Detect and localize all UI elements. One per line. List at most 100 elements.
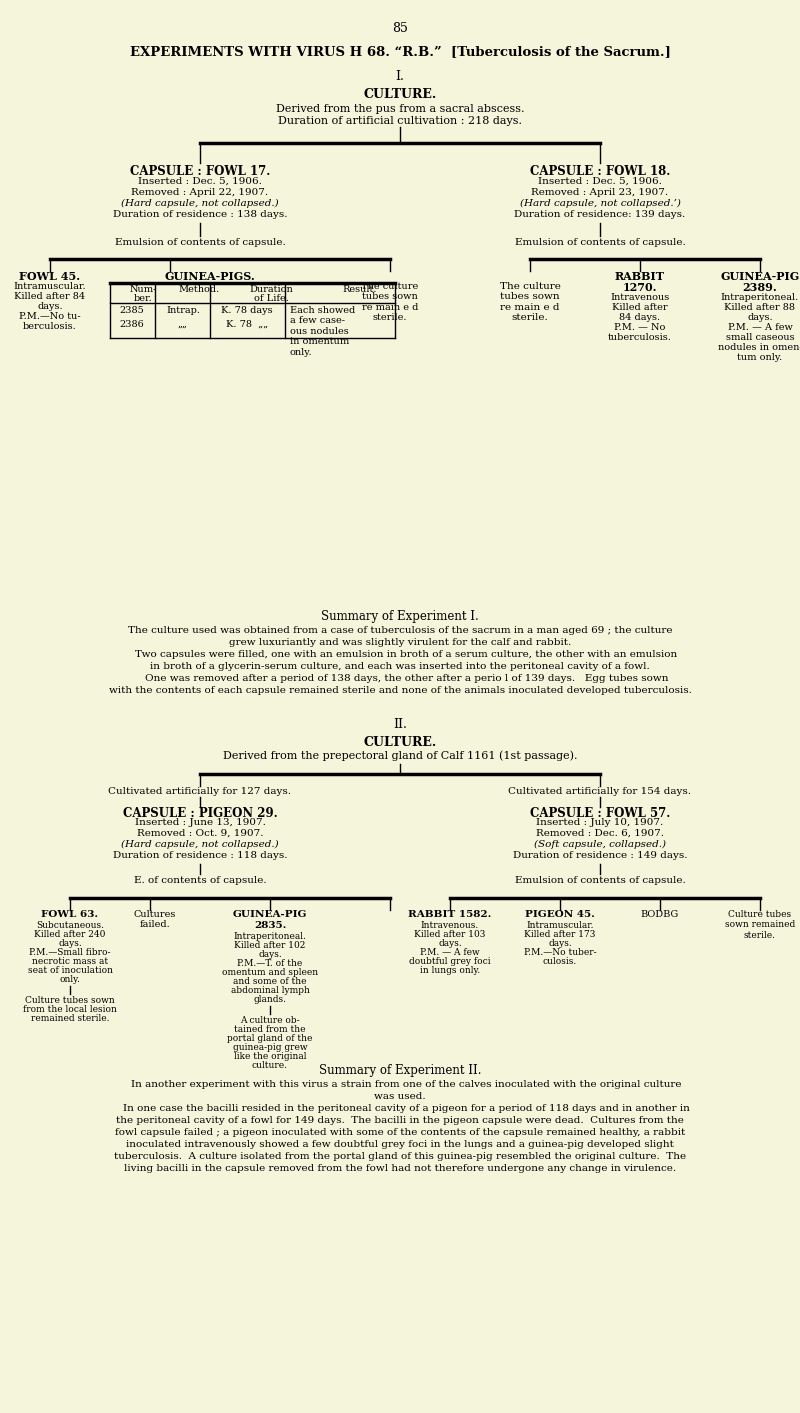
Text: 2385: 2385 xyxy=(120,307,144,315)
Text: was used.: was used. xyxy=(374,1092,426,1101)
Text: tuberculosis.: tuberculosis. xyxy=(608,333,672,342)
Text: II.: II. xyxy=(393,718,407,731)
Text: K. 78 days: K. 78 days xyxy=(221,307,273,315)
Text: CULTURE.: CULTURE. xyxy=(363,736,437,749)
Text: CULTURE.: CULTURE. xyxy=(363,88,437,100)
Text: like the original: like the original xyxy=(234,1053,306,1061)
Text: A culture ob-: A culture ob- xyxy=(240,1016,300,1024)
Text: seat of inoculation: seat of inoculation xyxy=(27,966,113,975)
Text: CAPSULE : FOWL 17.: CAPSULE : FOWL 17. xyxy=(130,165,270,178)
Text: 2389.: 2389. xyxy=(742,283,778,292)
Text: Cultures
failed.: Cultures failed. xyxy=(134,910,176,930)
Text: inoculated intravenously showed a few doubtful grey foci in the lungs and a guin: inoculated intravenously showed a few do… xyxy=(126,1140,674,1149)
Text: Cultivated artificially for 154 days.: Cultivated artificially for 154 days. xyxy=(509,787,691,796)
Text: BODBG: BODBG xyxy=(641,910,679,918)
Text: doubtful grey foci: doubtful grey foci xyxy=(409,957,491,966)
Text: In one case the bacilli resided in the peritoneal cavity of a pigeon for a perio: In one case the bacilli resided in the p… xyxy=(110,1104,690,1113)
Text: Subcutaneous.: Subcutaneous. xyxy=(36,921,104,930)
Text: days.: days. xyxy=(438,940,462,948)
Text: GUINEA-PIG: GUINEA-PIG xyxy=(720,271,800,283)
Text: 1270.: 1270. xyxy=(622,283,658,292)
Text: and some of the: and some of the xyxy=(234,976,306,986)
Text: I.: I. xyxy=(395,71,405,83)
Text: (Hard capsule, not collapsed.): (Hard capsule, not collapsed.) xyxy=(121,839,279,849)
Text: CAPSULE : FOWL 57.: CAPSULE : FOWL 57. xyxy=(530,807,670,820)
Text: P.M.—No tuber-: P.M.—No tuber- xyxy=(524,948,596,957)
Text: berculosis.: berculosis. xyxy=(23,322,77,331)
Text: (Soft capsule, collapsed.): (Soft capsule, collapsed.) xyxy=(534,839,666,849)
Text: nodules in omen-: nodules in omen- xyxy=(718,343,800,352)
Text: Duration of residence : 138 days.: Duration of residence : 138 days. xyxy=(113,211,287,219)
Text: Intramuscular.: Intramuscular. xyxy=(14,283,86,291)
Text: Duration of residence : 118 days.: Duration of residence : 118 days. xyxy=(113,851,287,861)
Text: days.: days. xyxy=(58,940,82,948)
Text: Culture tubes
sown remained
sterile.: Culture tubes sown remained sterile. xyxy=(725,910,795,940)
Text: small caseous: small caseous xyxy=(726,333,794,342)
Text: Num-: Num- xyxy=(130,285,157,294)
Text: tuberculosis.  A culture isolated from the portal gland of this guinea-pig resem: tuberculosis. A culture isolated from th… xyxy=(114,1152,686,1161)
Text: Removed : Oct. 9, 1907.: Removed : Oct. 9, 1907. xyxy=(137,829,263,838)
Text: days.: days. xyxy=(37,302,63,311)
Text: Result.: Result. xyxy=(342,285,378,294)
Text: RABBIT: RABBIT xyxy=(615,271,665,283)
Text: Removed : April 23, 1907.: Removed : April 23, 1907. xyxy=(531,188,669,196)
Text: Removed : April 22, 1907.: Removed : April 22, 1907. xyxy=(131,188,269,196)
Text: Intramuscular.: Intramuscular. xyxy=(526,921,594,930)
Text: PIGEON 45.: PIGEON 45. xyxy=(525,910,595,918)
Text: K. 78  „„: K. 78 „„ xyxy=(226,319,268,329)
Text: days.: days. xyxy=(747,314,773,322)
Text: 84 days.: 84 days. xyxy=(619,314,661,322)
Text: ber.: ber. xyxy=(134,294,152,302)
Text: in broth of a glycerin-serum culture, and each was inserted into the peritoneal : in broth of a glycerin-serum culture, an… xyxy=(150,663,650,671)
Text: Cultivated artificially for 127 days.: Cultivated artificially for 127 days. xyxy=(109,787,291,796)
Text: P.M. — No: P.M. — No xyxy=(614,324,666,332)
Text: Duration of residence : 149 days.: Duration of residence : 149 days. xyxy=(513,851,687,861)
Text: P.M.—Small fibro-: P.M.—Small fibro- xyxy=(30,948,110,957)
Text: P.M. — A few: P.M. — A few xyxy=(727,324,793,332)
Text: grew luxuriantly and was slightly virulent for the calf and rabbit.: grew luxuriantly and was slightly virule… xyxy=(229,639,571,647)
Text: Inserted : July 10, 1907.: Inserted : July 10, 1907. xyxy=(536,818,664,827)
Text: omentum and spleen: omentum and spleen xyxy=(222,968,318,976)
Text: Intravenous.: Intravenous. xyxy=(421,921,479,930)
Text: Killed after 84: Killed after 84 xyxy=(14,292,86,301)
Text: Killed after 173: Killed after 173 xyxy=(524,930,596,940)
Text: tum only.: tum only. xyxy=(738,353,782,362)
Text: necrotic mass at: necrotic mass at xyxy=(32,957,108,966)
Text: GUINEA-PIGS.: GUINEA-PIGS. xyxy=(165,271,255,283)
Text: only.: only. xyxy=(59,975,81,983)
Text: One was removed after a period of 138 days, the other after a perio l of 139 day: One was removed after a period of 138 da… xyxy=(132,674,668,682)
Text: FOWL 63.: FOWL 63. xyxy=(42,910,98,918)
Text: Duration: Duration xyxy=(249,285,293,294)
Text: Each showed
a few case-
ous nodules
in omentum
only.: Each showed a few case- ous nodules in o… xyxy=(290,307,355,356)
Text: „„: „„ xyxy=(178,319,188,329)
Text: Emulsion of contents of capsule.: Emulsion of contents of capsule. xyxy=(514,237,686,247)
Text: Killed after 88: Killed after 88 xyxy=(725,302,795,312)
Text: with the contents of each capsule remained sterile and none of the animals inocu: with the contents of each capsule remain… xyxy=(109,685,691,695)
Text: P.M. — A few: P.M. — A few xyxy=(420,948,480,957)
Text: from the local lesion: from the local lesion xyxy=(23,1005,117,1015)
Text: Summary of Experiment II.: Summary of Experiment II. xyxy=(318,1064,482,1077)
Text: living bacilli in the capsule removed from the fowl had not therefore undergone : living bacilli in the capsule removed fr… xyxy=(124,1164,676,1173)
Text: Intrap.: Intrap. xyxy=(166,307,200,315)
Text: The culture
tubes sown
re main e d
sterile.: The culture tubes sown re main e d steri… xyxy=(362,283,418,322)
Text: Emulsion of contents of capsule.: Emulsion of contents of capsule. xyxy=(514,876,686,885)
Text: portal gland of the: portal gland of the xyxy=(227,1034,313,1043)
Text: The culture used was obtained from a case of tuberculosis of the sacrum in a man: The culture used was obtained from a cas… xyxy=(128,626,672,634)
Text: Killed after 240: Killed after 240 xyxy=(34,930,106,940)
Text: the peritoneal cavity of a fowl for 149 days.  The bacilli in the pigeon capsule: the peritoneal cavity of a fowl for 149 … xyxy=(116,1116,684,1125)
Text: Inserted : Dec. 5, 1906.: Inserted : Dec. 5, 1906. xyxy=(138,177,262,187)
Text: CAPSULE : PIGEON 29.: CAPSULE : PIGEON 29. xyxy=(122,807,278,820)
Text: Duration of artificial cultivation : 218 days.: Duration of artificial cultivation : 218… xyxy=(278,116,522,126)
Text: Intravenous: Intravenous xyxy=(610,292,670,302)
Text: (Hard capsule, not collapsed.): (Hard capsule, not collapsed.) xyxy=(121,199,279,208)
Text: abdominal lymph: abdominal lymph xyxy=(230,986,310,995)
Text: In another experiment with this virus a strain from one of the calves inoculated: In another experiment with this virus a … xyxy=(118,1080,682,1089)
Text: fowl capsule failed ; a pigeon inoculated with some of the contents of the capsu: fowl capsule failed ; a pigeon inoculate… xyxy=(115,1128,685,1137)
Text: tained from the: tained from the xyxy=(234,1024,306,1034)
Text: Two capsules were filled, one with an emulsion in broth of a serum culture, the : Two capsules were filled, one with an em… xyxy=(122,650,678,658)
Text: E. of contents of capsule.: E. of contents of capsule. xyxy=(134,876,266,885)
Text: days.: days. xyxy=(258,950,282,959)
Text: Intraperitoneal.: Intraperitoneal. xyxy=(234,933,306,941)
Text: days.: days. xyxy=(548,940,572,948)
Text: Removed : Dec. 6, 1907.: Removed : Dec. 6, 1907. xyxy=(536,829,664,838)
